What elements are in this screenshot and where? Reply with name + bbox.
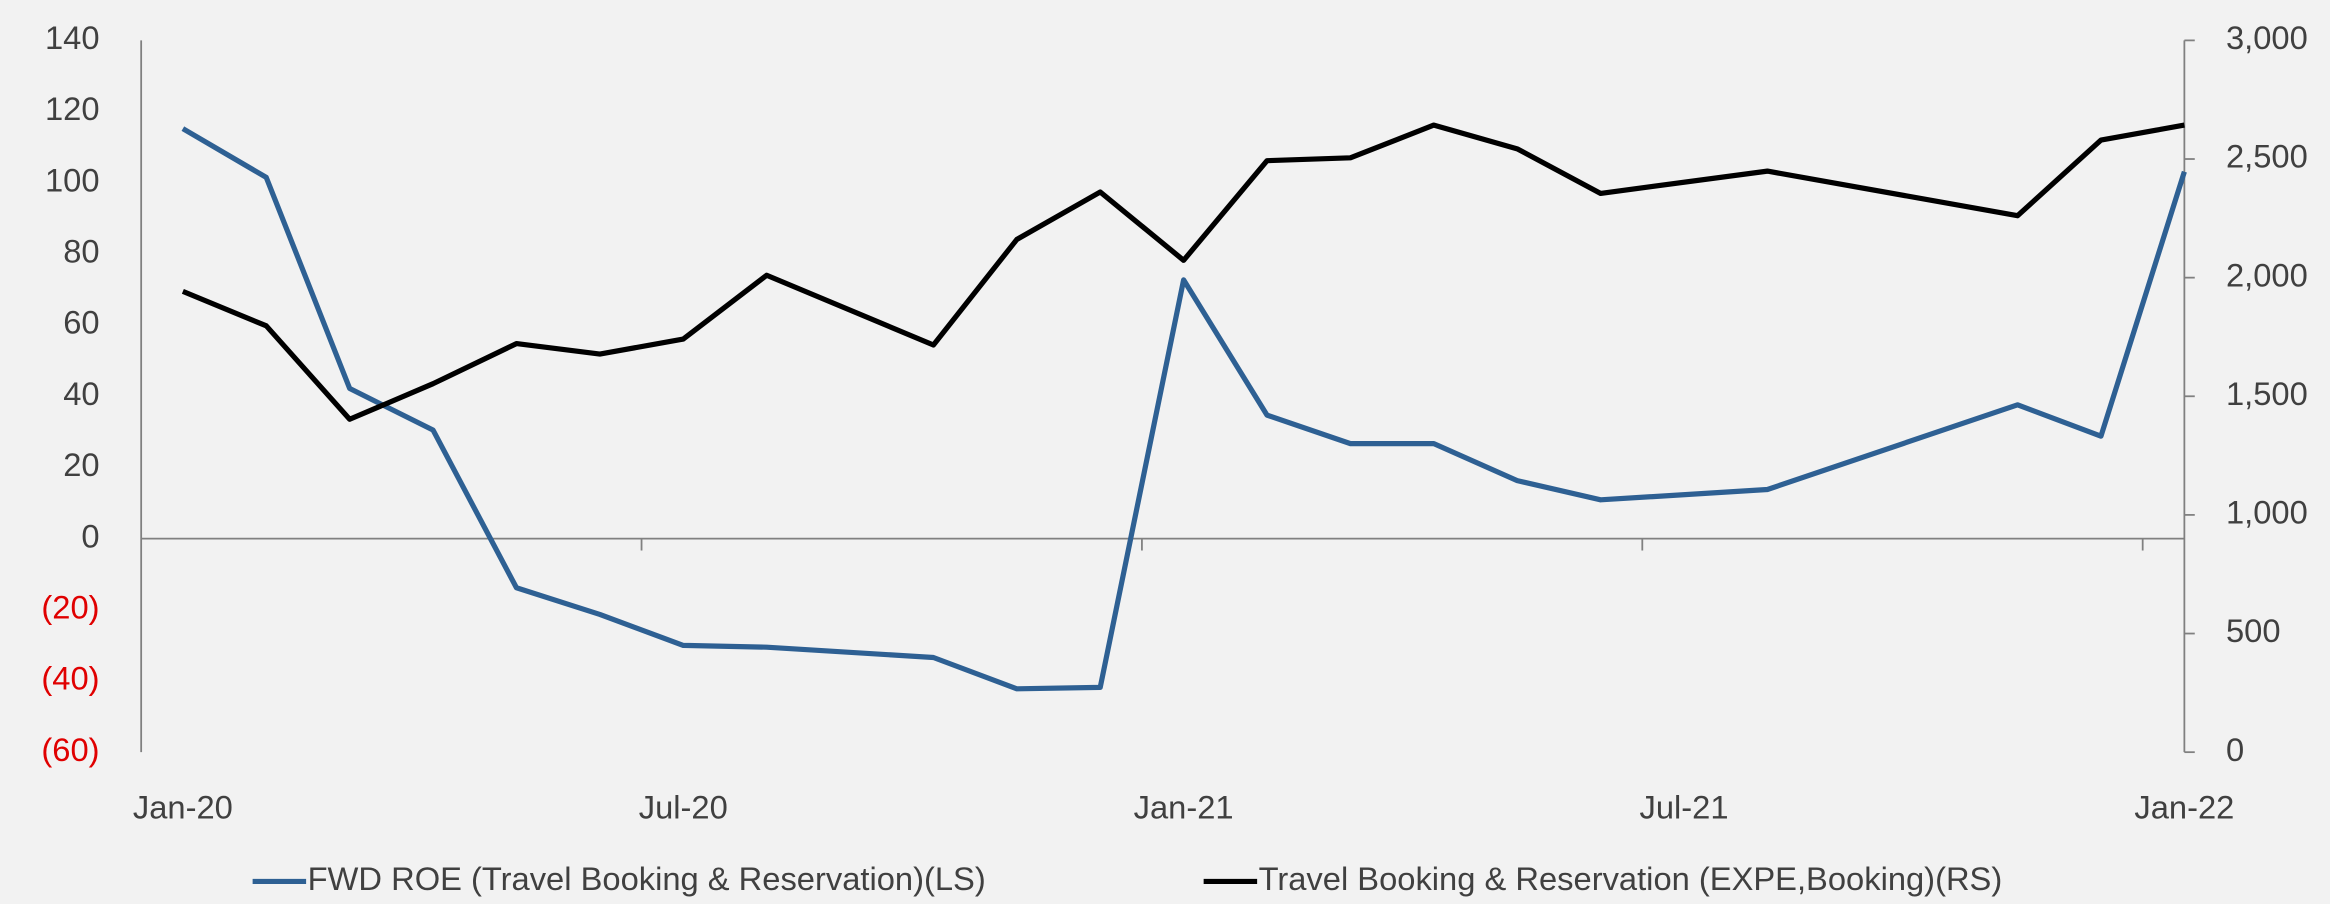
y-tick-label: 60 <box>63 304 99 341</box>
series-line <box>181 122 2185 422</box>
y-tick-label: (20) <box>41 588 99 625</box>
y-tick-label: 120 <box>45 90 100 127</box>
y-tick-label: (60) <box>41 731 99 768</box>
legend-label: Travel Booking & Reservation (EXPE,Booki… <box>1259 860 2003 897</box>
x-tick-label: Jan-20 <box>133 789 233 826</box>
y-tick-label: 20 <box>63 446 99 483</box>
y2-tick-label: 1,000 <box>2226 494 2308 531</box>
x-tick-label: Jul-20 <box>639 789 728 826</box>
y-tick-label: (40) <box>41 660 99 697</box>
y2-tick-label: 0 <box>2226 731 2244 768</box>
y-tick-label: 40 <box>63 375 99 412</box>
y-tick-label: 0 <box>81 517 99 554</box>
y2-tick-label: 500 <box>2226 612 2281 649</box>
y2-tick-label: 2,000 <box>2226 256 2308 293</box>
legend-label: FWD ROE (Travel Booking & Reservation)(L… <box>308 860 986 897</box>
y-tick-label: 80 <box>63 233 99 270</box>
x-tick-label: Jan-21 <box>1134 789 1234 826</box>
y2-tick-label: 3,000 <box>2226 19 2308 56</box>
series-line <box>181 126 2187 692</box>
x-tick-label: Jan-22 <box>2134 789 2234 826</box>
y-tick-label: 140 <box>45 19 100 56</box>
y2-tick-label: 1,500 <box>2226 375 2308 412</box>
x-tick-label: Jul-21 <box>1639 789 1728 826</box>
y2-tick-label: 2,500 <box>2226 138 2308 175</box>
y-tick-label: 100 <box>45 161 100 198</box>
